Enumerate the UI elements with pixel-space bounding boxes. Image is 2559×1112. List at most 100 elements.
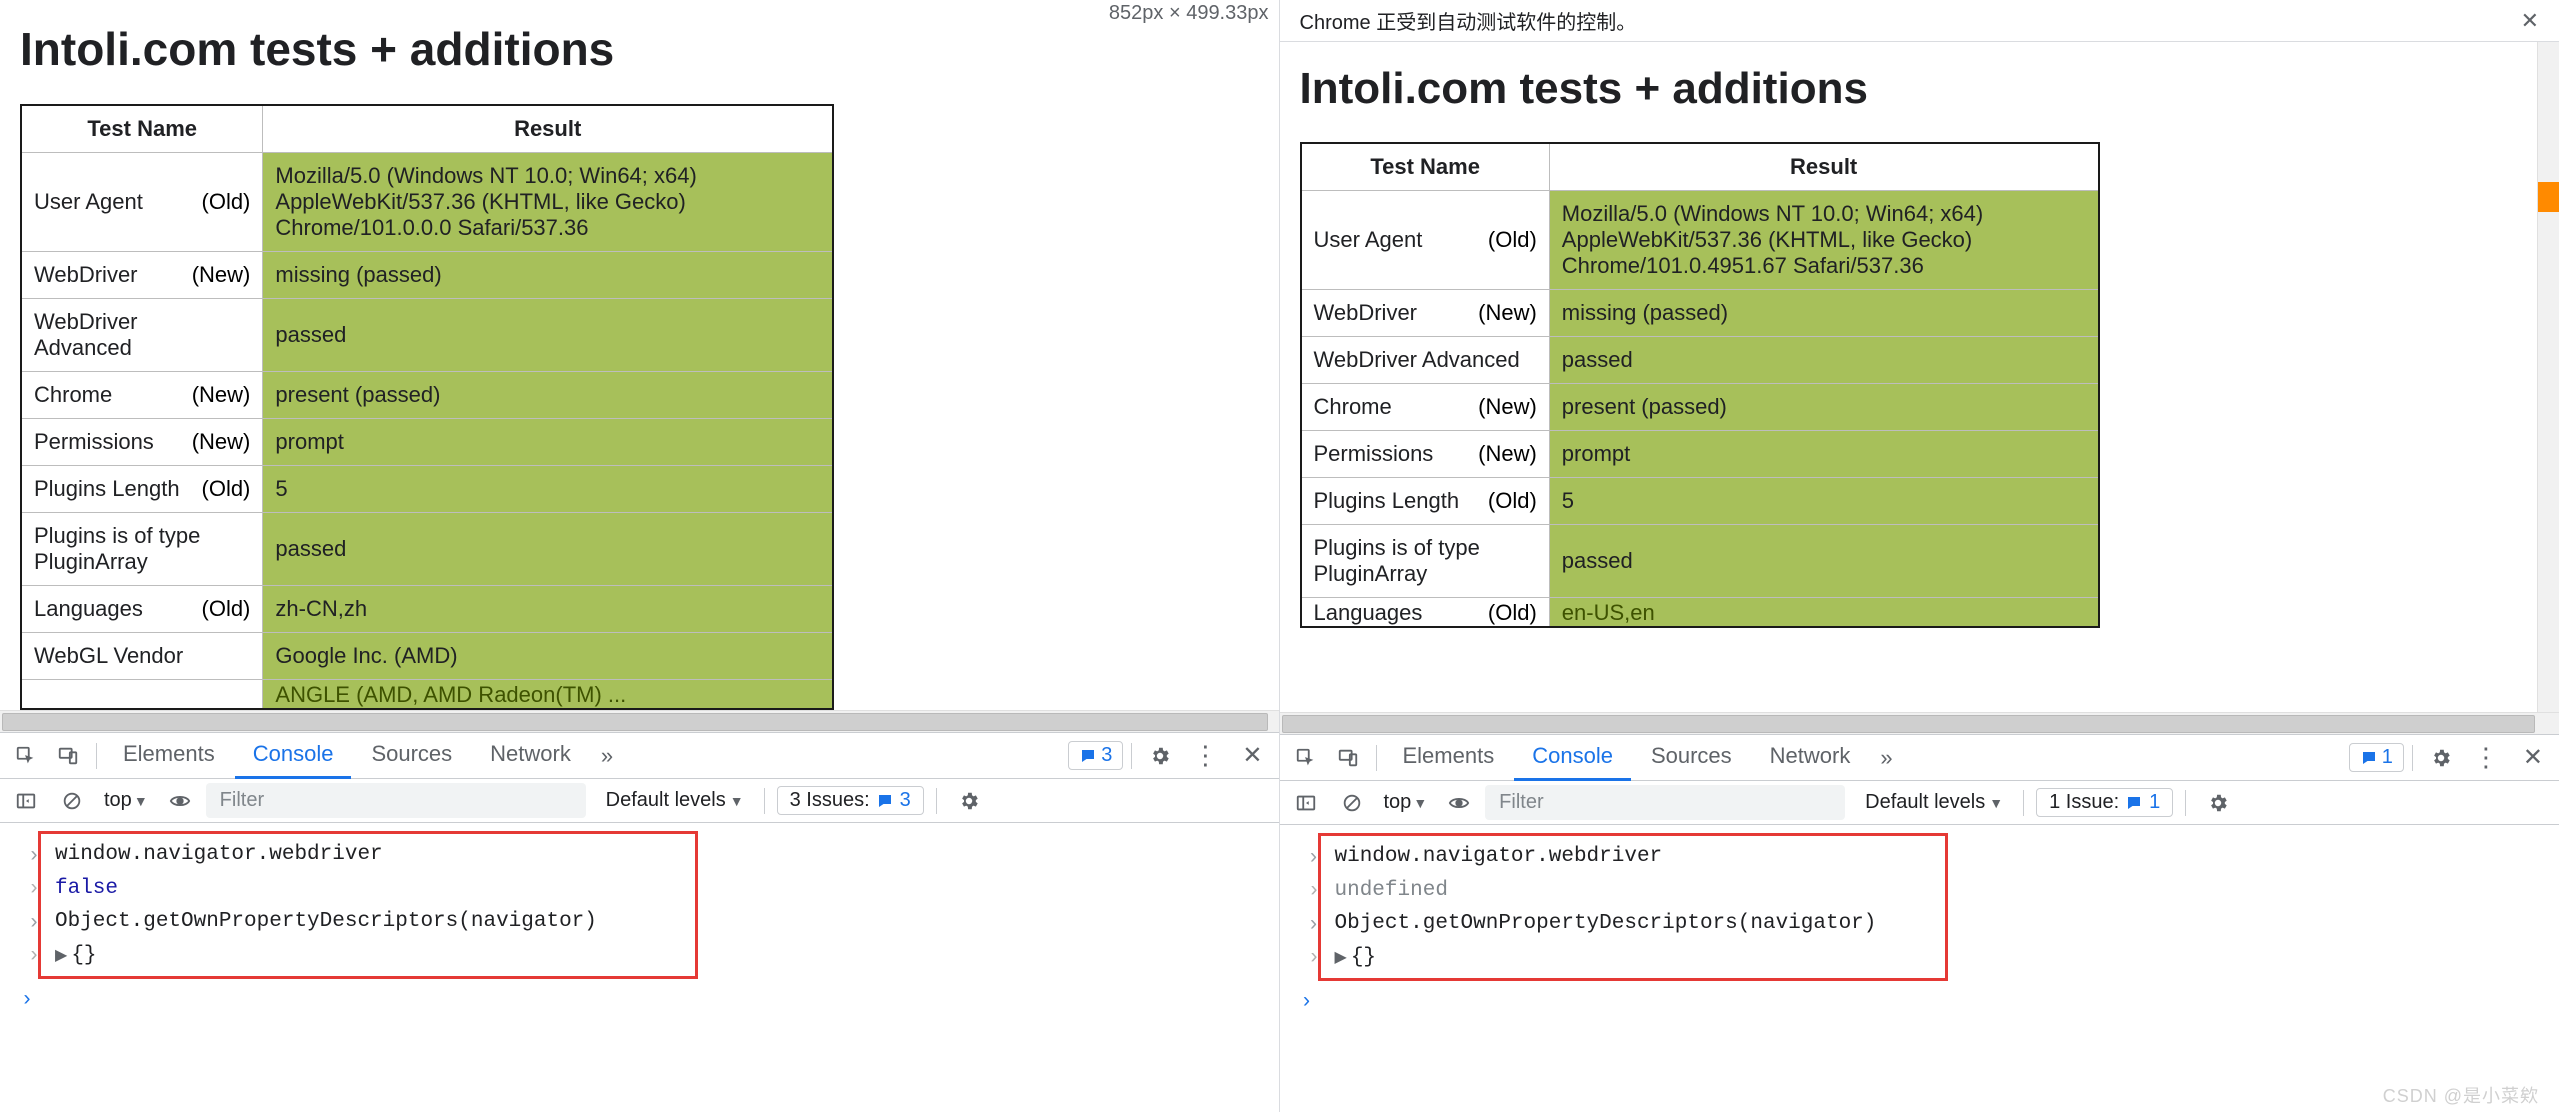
console-line: ‹▶{}: [25, 939, 685, 973]
console-output-object: ▶{}: [55, 939, 97, 973]
test-age: (Old): [202, 476, 251, 502]
devtools-close-icon[interactable]: ✕: [1232, 741, 1272, 770]
test-name: WebDriver: [34, 262, 138, 288]
messages-count: 3: [1101, 744, 1112, 767]
tab-sources[interactable]: Sources: [353, 733, 470, 779]
test-result-cell: en-US,en: [1549, 598, 2098, 628]
inspect-icon[interactable]: [6, 736, 46, 776]
log-levels-selector[interactable]: Default levels ▼: [598, 789, 752, 812]
issues-label: 1 Issue:: [2049, 791, 2119, 814]
tab-console[interactable]: Console: [1514, 735, 1631, 781]
test-name: WebDriver Advanced: [1314, 347, 1520, 373]
divider: [2412, 745, 2413, 771]
test-result-cell: 5: [1549, 478, 2098, 525]
scrollbar-marker: [2538, 182, 2559, 212]
table-row: WebDriver Advancedpassed: [1301, 337, 2099, 384]
test-name-cell: WebDriver Advanced: [1301, 337, 1550, 384]
messages-pill[interactable]: 3: [1068, 741, 1123, 770]
tab-network[interactable]: Network: [1752, 735, 1869, 781]
output-arrow-icon: ‹: [1305, 941, 1323, 975]
live-expression-icon[interactable]: [160, 781, 200, 821]
console-output-object: ▶{}: [1335, 941, 1377, 975]
output-arrow-icon: ‹: [25, 872, 43, 906]
test-name: Plugins Length: [34, 476, 180, 502]
console-line: ›window.navigator.webdriver: [25, 838, 685, 872]
test-result-cell: passed: [263, 299, 833, 372]
console-settings-icon[interactable]: [949, 781, 989, 821]
divider: [764, 788, 765, 814]
test-age: (New): [1478, 300, 1537, 326]
test-name: Permissions: [34, 429, 154, 455]
tab-network[interactable]: Network: [472, 733, 589, 779]
table-row: Plugins is of type PluginArraypassed: [1301, 525, 2099, 598]
tabs-overflow[interactable]: »: [1870, 745, 1902, 771]
live-expression-icon[interactable]: [1439, 783, 1479, 823]
devtools-close-icon[interactable]: ✕: [2513, 743, 2553, 772]
messages-pill[interactable]: 1: [2349, 743, 2404, 772]
test-age: (New): [1478, 394, 1537, 420]
console-settings-icon[interactable]: [2198, 783, 2238, 823]
expand-toggle-icon[interactable]: ▶: [1335, 949, 1347, 966]
context-selector[interactable]: top ▼: [1378, 791, 1434, 814]
settings-gear-icon[interactable]: [2421, 738, 2461, 778]
console-prompt[interactable]: ›: [1284, 987, 2559, 1015]
expand-toggle-icon[interactable]: ▶: [55, 947, 67, 964]
table-row: WebDriver(New)missing (passed): [21, 252, 833, 299]
test-name-cell: User Agent(Old): [21, 153, 263, 252]
context-label: top: [104, 789, 132, 812]
infobar-close-icon[interactable]: ✕: [2521, 8, 2539, 34]
th-result: Result: [263, 105, 833, 153]
issues-pill[interactable]: 1 Issue: 1: [2036, 788, 2173, 817]
devtools-tabstrip: Elements Console Sources Network » 1 ⋮ ✕: [1280, 735, 2559, 781]
table-row-cut: Languages(Old)en-US,en: [1301, 598, 2099, 628]
tab-sources[interactable]: Sources: [1633, 735, 1750, 781]
console-body[interactable]: ›window.navigator.webdriver‹ false › Object…: [0, 823, 1279, 1112]
device-toggle-icon[interactable]: [1328, 738, 1368, 778]
tab-elements[interactable]: Elements: [1385, 735, 1513, 781]
clear-console-icon[interactable]: [1332, 783, 1372, 823]
page-viewport-right: Intoli.com tests + additions Test Name R…: [1280, 42, 2559, 712]
filter-input[interactable]: [1485, 785, 1845, 820]
levels-label: Default levels: [1865, 791, 1985, 814]
test-age: (New): [192, 429, 251, 455]
console-input-code: Object.getOwnPropertyDescriptors(navigat…: [55, 905, 597, 939]
console-sidebar-toggle-icon[interactable]: [6, 781, 46, 821]
console-body[interactable]: ›window.navigator.webdriver‹undefined›Ob…: [1280, 825, 2559, 1112]
tab-console[interactable]: Console: [235, 733, 352, 779]
vertical-scrollbar[interactable]: [2537, 42, 2559, 712]
test-result-cell: Google Inc. (AMD): [263, 633, 833, 680]
horizontal-scrollbar[interactable]: [0, 710, 1279, 732]
output-arrow-icon: ‹: [1305, 874, 1323, 908]
issues-pill[interactable]: 3 Issues: 3: [777, 786, 924, 815]
more-menu-icon[interactable]: ⋮: [1182, 740, 1230, 771]
test-age: (Old): [1488, 227, 1537, 253]
tabs-overflow[interactable]: »: [591, 743, 623, 769]
console-line: ‹ ▶{}: [1305, 941, 1935, 975]
settings-gear-icon[interactable]: [1140, 736, 1180, 776]
more-menu-icon[interactable]: ⋮: [2463, 742, 2511, 773]
tab-elements[interactable]: Elements: [105, 733, 233, 779]
console-output-value: false: [55, 872, 118, 906]
test-name-cell: WebGL Vendor: [21, 633, 263, 680]
test-result-cell: present (passed): [1549, 384, 2098, 431]
device-toggle-icon[interactable]: [48, 736, 88, 776]
context-selector[interactable]: top ▼: [98, 789, 154, 812]
log-levels-selector[interactable]: Default levels ▼: [1857, 791, 2011, 814]
console-sidebar-toggle-icon[interactable]: [1286, 783, 1326, 823]
test-result-cell: present (passed): [263, 372, 833, 419]
table-row: User Agent(Old)Mozilla/5.0 (Windows NT 1…: [1301, 191, 2099, 290]
console-line: ›Object.getOwnPropertyDescriptors(naviga…: [1305, 907, 1935, 941]
table-row: Chrome(New)present (passed): [1301, 384, 2099, 431]
console-prompt[interactable]: ›: [4, 985, 1279, 1013]
test-name-cell: Languages(Old): [1301, 598, 1550, 628]
table-row-cut: ANGLE (AMD, AMD Radeon(TM) ...: [21, 680, 833, 710]
inspect-icon[interactable]: [1286, 738, 1326, 778]
horizontal-scrollbar[interactable]: [1280, 712, 2559, 734]
table-row: Plugins is of type PluginArraypassed: [21, 513, 833, 586]
input-arrow-icon: ›: [1305, 907, 1323, 941]
test-age: (New): [192, 382, 251, 408]
clear-console-icon[interactable]: [52, 781, 92, 821]
divider: [2185, 790, 2186, 816]
filter-input[interactable]: [206, 783, 586, 818]
th-result: Result: [1549, 143, 2098, 191]
